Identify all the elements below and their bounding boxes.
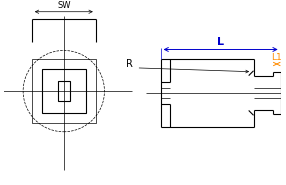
Bar bbox=[41, 69, 86, 113]
Text: L1: L1 bbox=[271, 53, 282, 62]
Text: L: L bbox=[217, 37, 224, 47]
Text: SW: SW bbox=[57, 1, 71, 10]
Bar bbox=[57, 81, 70, 101]
Bar bbox=[32, 59, 96, 123]
Text: R: R bbox=[126, 59, 133, 69]
